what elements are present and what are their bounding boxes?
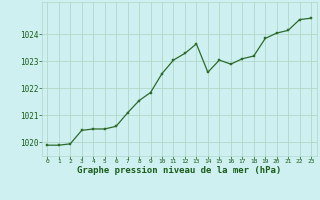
X-axis label: Graphe pression niveau de la mer (hPa): Graphe pression niveau de la mer (hPa) <box>77 166 281 175</box>
